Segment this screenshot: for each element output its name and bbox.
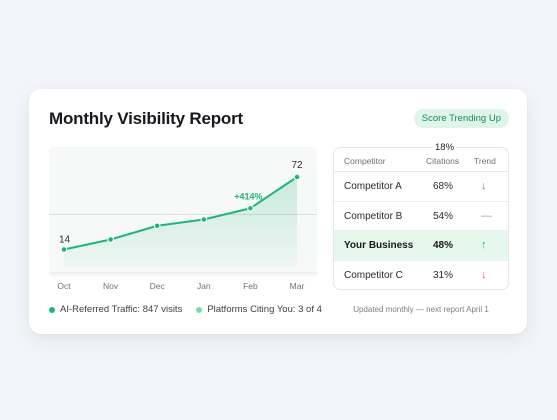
chart-x-tick-label: Mar	[290, 281, 305, 291]
chart-x-tick-label: Feb	[243, 281, 258, 291]
column-header-competitor: Competitor	[344, 156, 386, 166]
traffic-chart: Oct Nov Dec Jan Feb Mar 14 72 +414%	[49, 147, 317, 291]
table-row: Competitor A 68% ↓	[334, 172, 508, 202]
table-row: Competitor B 54% —	[334, 202, 508, 231]
chart-data-point	[60, 246, 68, 253]
chart-growth-annotation: +414%	[234, 191, 262, 201]
column-header-citations: Citations	[426, 156, 460, 166]
table-header: 18% Competitor Citations Trend	[334, 142, 508, 172]
legend-item-traffic: AI-Referred Traffic: 847 visits	[49, 304, 182, 315]
row-citations-value: 68%	[433, 181, 454, 192]
chart-data-point	[200, 216, 208, 223]
legend-label-platforms: Platforms Citing You: 3 of 4	[207, 304, 322, 315]
trend-status-badge: Score Trending Up	[413, 109, 509, 128]
chart-data-point	[153, 222, 161, 230]
chart-series-line	[63, 176, 298, 251]
chart-x-tick-label: Jan	[197, 281, 211, 291]
row-citations-value: 31%	[433, 269, 454, 281]
table-row: Competitor C 31% ↓	[334, 261, 508, 291]
chart-data-point	[293, 173, 301, 181]
column-header-trend: Trend	[474, 156, 496, 166]
row-citations-value: 48%	[433, 240, 454, 251]
chart-area-fill	[64, 177, 297, 267]
trend-up-icon: ↑	[481, 239, 487, 251]
update-footnote: Updated monthly — next report April 1	[353, 305, 489, 314]
row-citations-value: 54%	[433, 210, 454, 222]
chart-x-tick-label: Oct	[57, 281, 71, 291]
chart-data-point	[107, 236, 114, 243]
chart-legend: AI-Referred Traffic: 847 visits Platform…	[49, 304, 322, 315]
report-title: Monthly Visibility Report	[49, 109, 243, 128]
trend-flat-icon: —	[481, 209, 492, 222]
legend-label-traffic: AI-Referred Traffic: 847 visits	[60, 304, 183, 315]
traffic-chart-svg: Oct Nov Dec Jan Feb Mar 14 72 +414%	[49, 147, 317, 291]
chart-x-tick-label: Nov	[103, 281, 119, 291]
chart-data-point	[247, 204, 254, 212]
row-competitor-name: Competitor C	[344, 269, 403, 281]
chart-data-label-last: 72	[291, 160, 303, 171]
chart-data-label-first: 14	[59, 235, 71, 246]
trend-down-icon: ↓	[481, 268, 487, 281]
legend-dot-platforms	[196, 306, 203, 313]
visibility-report-card: Monthly Visibility Report Score Trending…	[29, 89, 527, 334]
chart-x-tick-label: Dec	[150, 281, 166, 291]
header-above-value: 18%	[433, 142, 457, 153]
legend-dot-traffic	[49, 306, 55, 313]
row-competitor-name: Competitor A	[344, 181, 402, 192]
trend-down-icon: ↓	[481, 180, 487, 192]
row-competitor-name: Competitor B	[344, 210, 403, 222]
competitor-table: 18% Competitor Citations Trend Competito…	[333, 142, 509, 291]
legend-item-platforms: Platforms Citing You: 3 of 4	[196, 304, 322, 315]
table-row-highlighted: Your Business 48% ↑	[334, 231, 508, 261]
row-competitor-name: Your Business	[344, 240, 414, 251]
